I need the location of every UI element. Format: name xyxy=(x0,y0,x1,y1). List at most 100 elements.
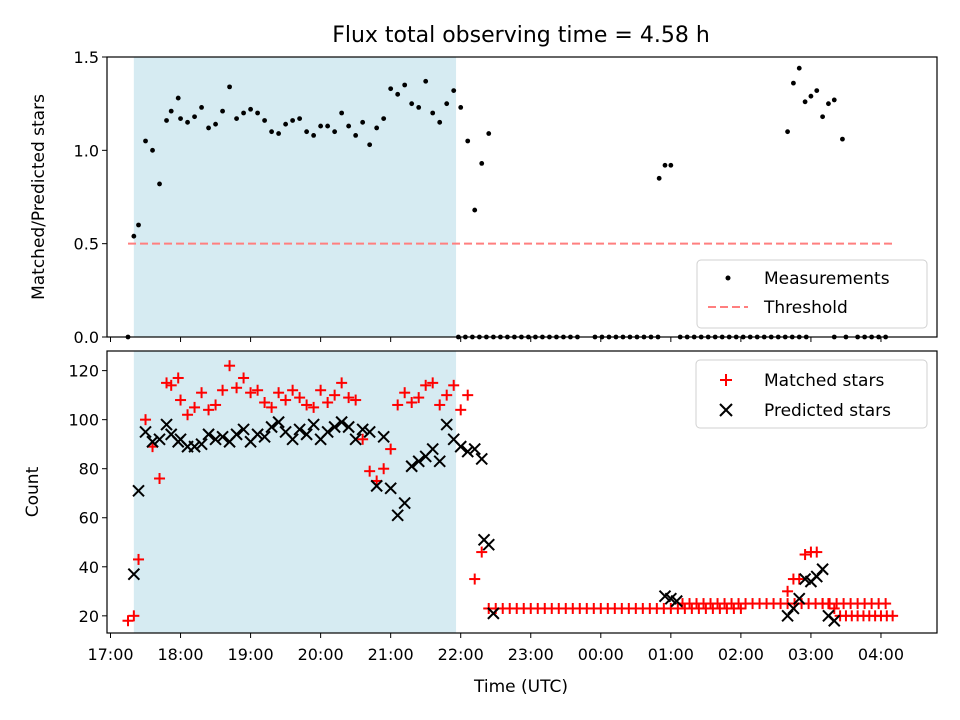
predicted-point-b xyxy=(202,428,215,441)
top-y-axis-label: Matched/Predicted stars xyxy=(29,94,49,300)
measurement-point xyxy=(444,101,450,107)
predicted-point xyxy=(139,425,152,439)
predicted-point-b xyxy=(816,563,829,576)
matched-point xyxy=(165,379,177,391)
predicted-point-b xyxy=(300,428,313,441)
measurement-point xyxy=(840,136,845,142)
y-tick-label: 80 xyxy=(79,460,99,479)
predicted-point-b xyxy=(251,428,264,441)
predicted-point-b xyxy=(342,420,355,434)
predicted-point xyxy=(202,428,215,441)
predicted-point xyxy=(153,433,166,446)
matched-point xyxy=(182,409,194,421)
predicted-point-b xyxy=(454,440,467,453)
predicted-point xyxy=(810,570,823,583)
measurement-point xyxy=(332,129,338,135)
predicted-point-b xyxy=(286,433,299,446)
predicted-point-b xyxy=(384,482,397,495)
predicted-point-b xyxy=(160,418,173,431)
predicted-point-b xyxy=(230,428,243,441)
matched-point xyxy=(406,396,418,408)
measurement-point xyxy=(227,84,232,90)
measurement-point xyxy=(416,105,422,110)
matched-point xyxy=(245,387,257,399)
predicted-point xyxy=(286,433,299,446)
predicted-point xyxy=(426,442,439,456)
matched-point xyxy=(350,394,362,406)
predicted-point xyxy=(146,435,159,448)
x-tick-label: 02:00 xyxy=(718,645,764,664)
measurement-point xyxy=(402,82,408,88)
predicted-point xyxy=(265,420,278,434)
top-axis-ticks: 0.0 0.5 1.0 1.5 xyxy=(74,48,882,347)
predicted-point xyxy=(828,614,841,627)
measurement-point xyxy=(346,123,352,129)
measurement-point xyxy=(796,65,802,71)
y-tick-label: 0.0 xyxy=(74,328,99,347)
predicted-point-b xyxy=(487,607,500,620)
measurement-point xyxy=(668,162,674,168)
predicted-point xyxy=(781,609,794,623)
bottom-axes-frame xyxy=(106,350,938,634)
predicted-point xyxy=(209,433,222,446)
measurement-point xyxy=(150,147,155,153)
predicted-point-b xyxy=(363,425,376,439)
measurement-point xyxy=(213,121,218,127)
measurement-point xyxy=(479,161,485,166)
matched-point xyxy=(154,473,166,485)
y-tick-label: 120 xyxy=(68,362,99,381)
matched-point xyxy=(448,379,460,391)
measurement-point xyxy=(206,125,211,131)
predicted-point-b xyxy=(153,433,166,446)
predicted-point-b xyxy=(482,538,495,551)
predicted-point xyxy=(787,602,800,615)
bottom-y-axis-label: Count xyxy=(23,466,43,517)
predicted-point xyxy=(188,440,201,453)
x-tick-label: 20:00 xyxy=(298,645,344,664)
x-tick-label: 17:00 xyxy=(87,645,133,664)
predicted-point-b xyxy=(447,433,460,446)
predicted-point-b xyxy=(810,570,823,583)
measurement-point xyxy=(311,133,317,138)
predicted-point xyxy=(440,418,453,431)
matched-point xyxy=(357,433,369,445)
matched-point xyxy=(364,465,376,477)
matched-point xyxy=(822,598,834,610)
measurement-point xyxy=(269,129,274,135)
matched-point xyxy=(280,394,292,406)
measurement-point xyxy=(297,116,303,121)
predicted-point xyxy=(160,418,173,431)
matched-point xyxy=(203,404,215,416)
measurement-point xyxy=(423,78,429,84)
measurement-point xyxy=(220,108,225,114)
predicted-point-b xyxy=(461,445,474,458)
matched-point xyxy=(224,360,236,372)
matched-point xyxy=(329,389,341,401)
predicted-point-b xyxy=(258,430,271,444)
measurement-point xyxy=(409,101,415,107)
measurement-point xyxy=(802,99,808,105)
predicted-point-b xyxy=(370,479,383,493)
measurement-point xyxy=(662,162,668,168)
measurement-point xyxy=(143,138,148,144)
predicted-point xyxy=(816,563,829,576)
predicted-point xyxy=(127,567,141,581)
predicted-point xyxy=(363,425,376,439)
measurement-point xyxy=(451,88,457,93)
measurement-point xyxy=(437,119,443,125)
predicted-point-b xyxy=(328,420,341,434)
predicted-point xyxy=(370,479,383,493)
measurement-point xyxy=(185,119,190,125)
predicted-point-b xyxy=(307,418,320,431)
predicted-point xyxy=(237,423,250,436)
measurement-point xyxy=(178,116,183,121)
predicted-point-b xyxy=(670,594,683,608)
x-tick-label: 00:00 xyxy=(578,645,624,664)
predicted-point-b xyxy=(279,425,292,439)
measurement-point xyxy=(262,118,267,123)
matched-point xyxy=(392,399,404,411)
predicted-point xyxy=(258,430,271,444)
predicted-point xyxy=(433,455,446,468)
predicted-point-b xyxy=(265,420,278,434)
y-tick-label: 0.5 xyxy=(74,235,99,254)
